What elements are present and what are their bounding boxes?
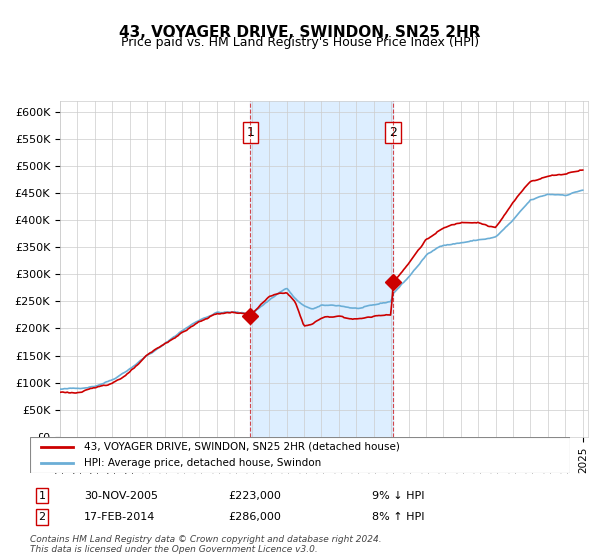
FancyBboxPatch shape — [30, 437, 570, 473]
Text: Price paid vs. HM Land Registry's House Price Index (HPI): Price paid vs. HM Land Registry's House … — [121, 36, 479, 49]
Text: 43, VOYAGER DRIVE, SWINDON, SN25 2HR (detached house): 43, VOYAGER DRIVE, SWINDON, SN25 2HR (de… — [84, 442, 400, 452]
Bar — [250, 101, 393, 437]
Text: 9% ↓ HPI: 9% ↓ HPI — [372, 491, 425, 501]
Text: Contains HM Land Registry data © Crown copyright and database right 2024.
This d: Contains HM Land Registry data © Crown c… — [30, 535, 382, 554]
Text: £286,000: £286,000 — [228, 512, 281, 522]
Text: 2: 2 — [389, 126, 397, 139]
Text: HPI: Average price, detached house, Swindon: HPI: Average price, detached house, Swin… — [84, 458, 321, 468]
Text: 8% ↑ HPI: 8% ↑ HPI — [372, 512, 425, 522]
Text: 1: 1 — [38, 491, 46, 501]
Text: 1: 1 — [247, 126, 254, 139]
Text: 30-NOV-2005: 30-NOV-2005 — [84, 491, 158, 501]
Text: £223,000: £223,000 — [228, 491, 281, 501]
Text: 43, VOYAGER DRIVE, SWINDON, SN25 2HR: 43, VOYAGER DRIVE, SWINDON, SN25 2HR — [119, 25, 481, 40]
Text: 17-FEB-2014: 17-FEB-2014 — [84, 512, 155, 522]
Text: 2: 2 — [38, 512, 46, 522]
